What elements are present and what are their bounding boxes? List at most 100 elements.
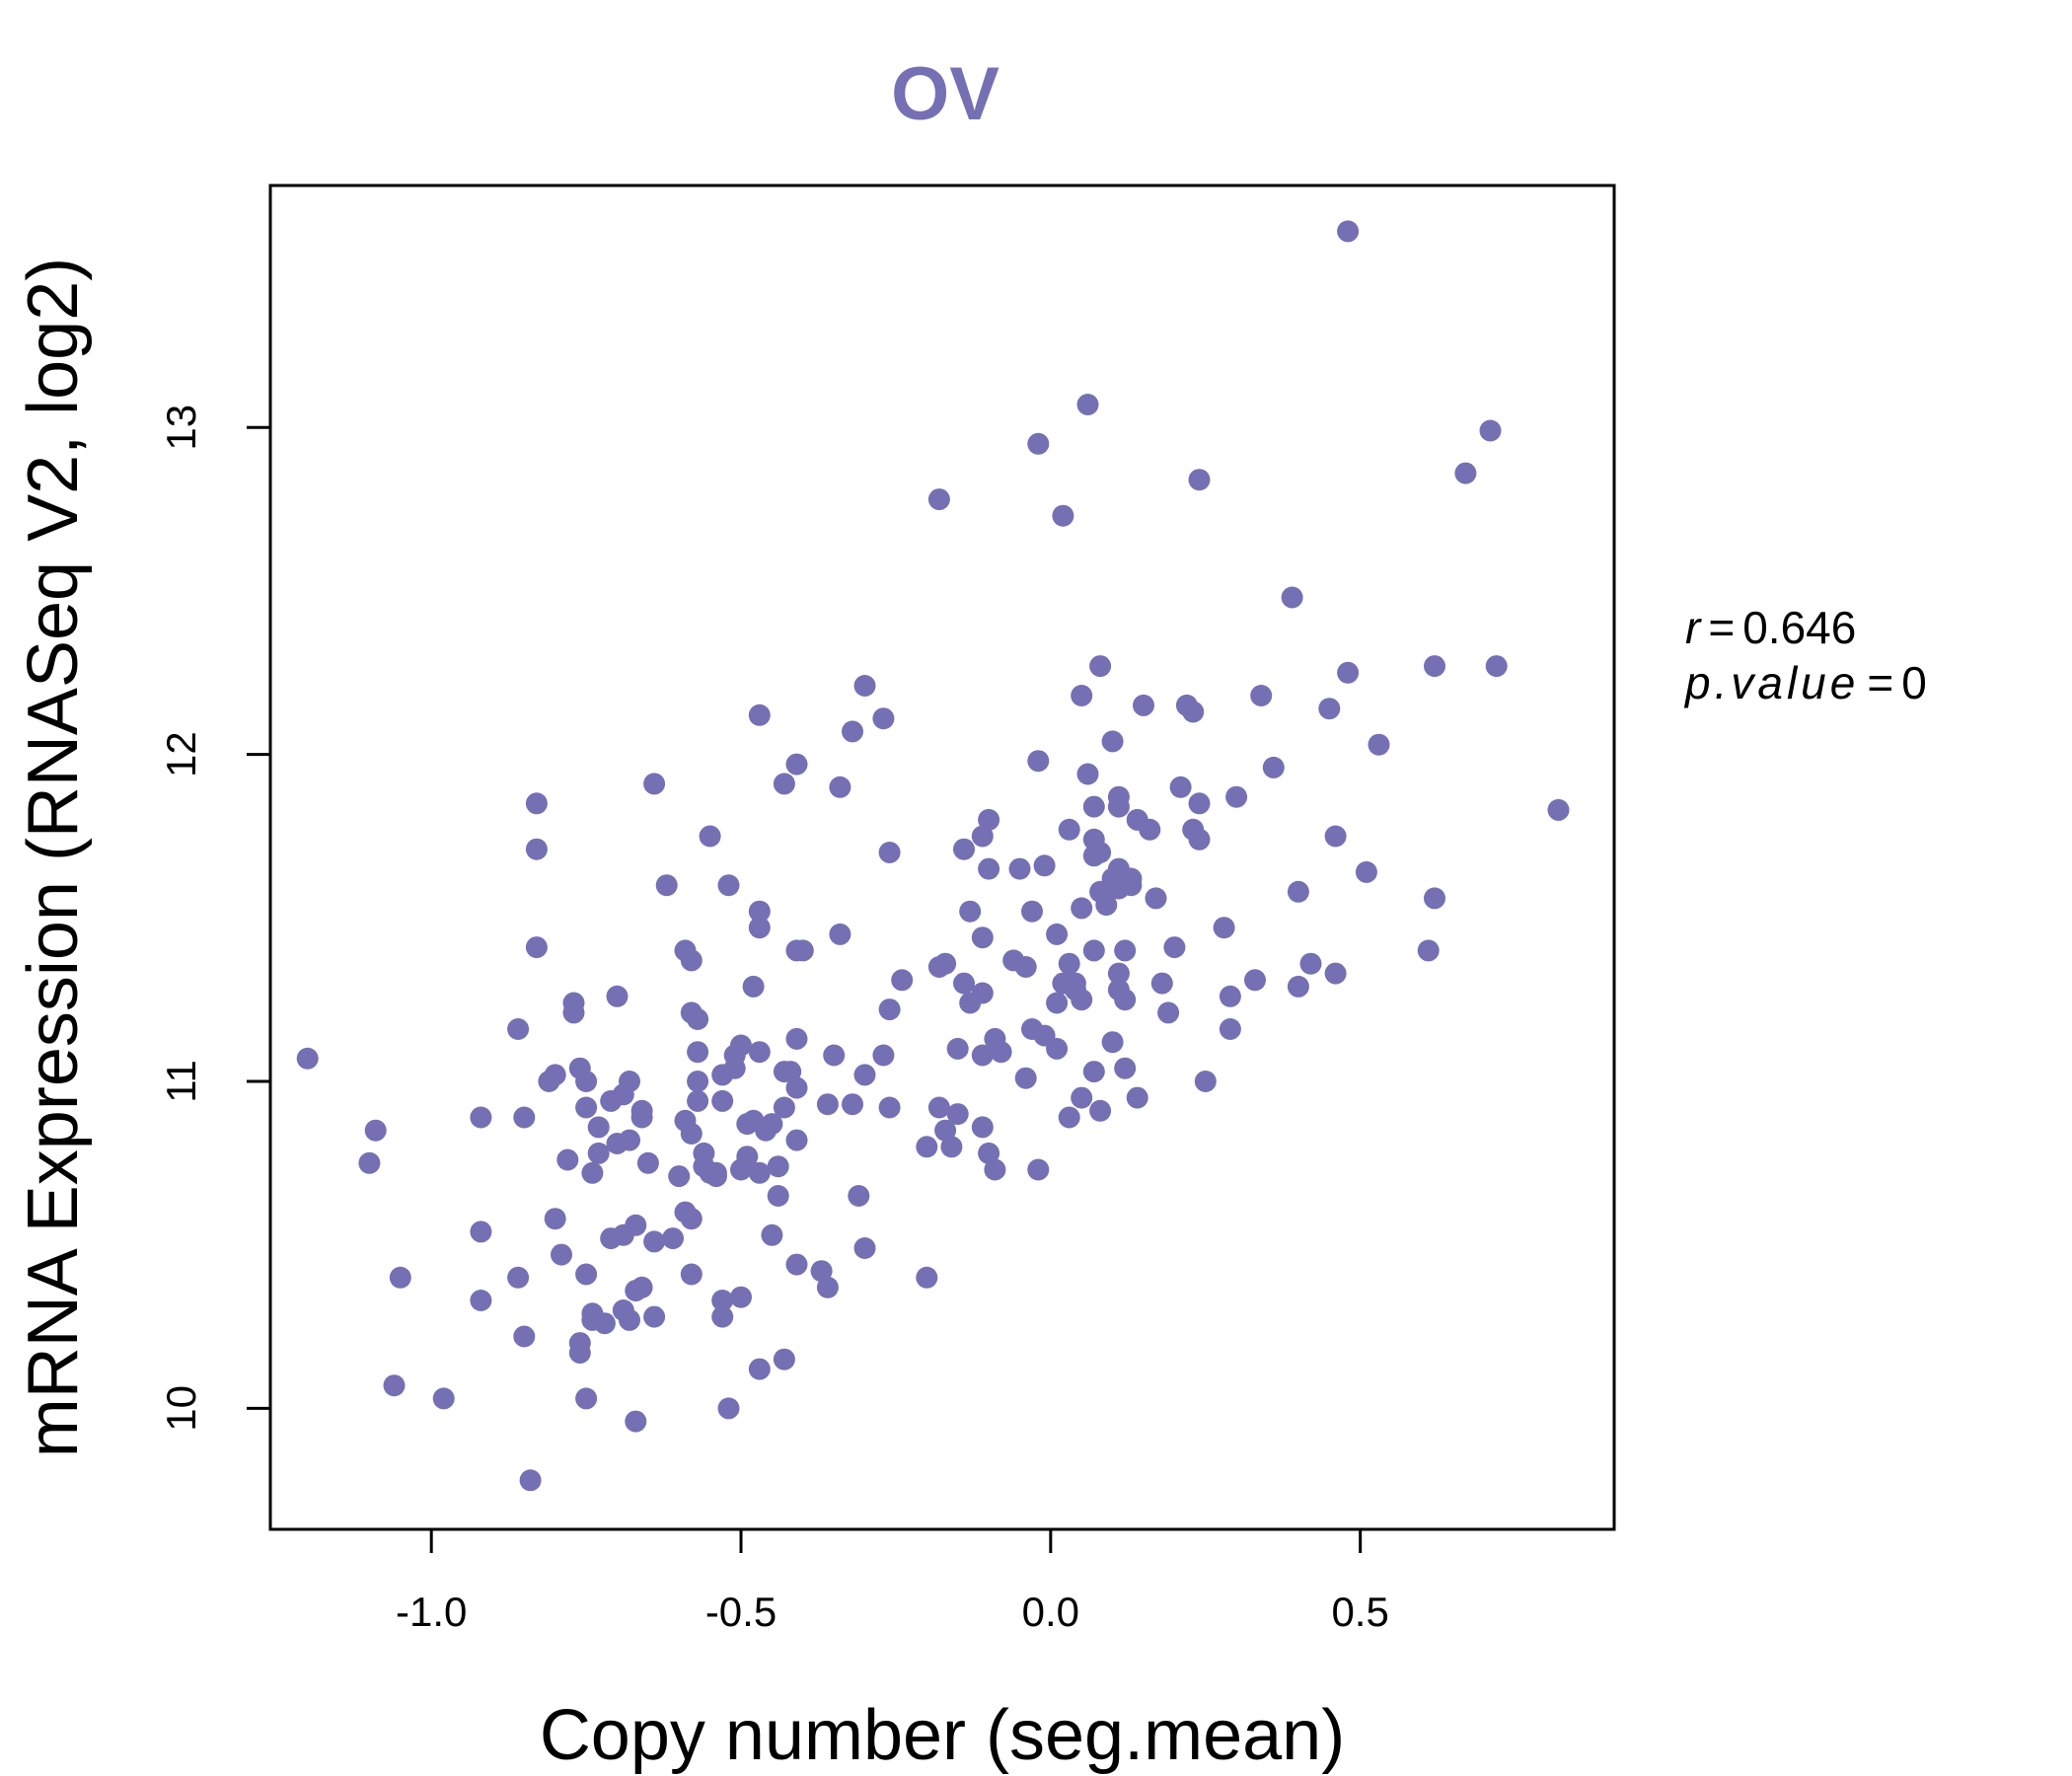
data-point: [1287, 975, 1309, 998]
data-point: [1250, 685, 1273, 706]
data-point: [1071, 1086, 1093, 1109]
data-point: [1299, 952, 1322, 975]
data-point: [1547, 798, 1570, 821]
data-point: [785, 1129, 808, 1151]
data-point: [680, 949, 703, 972]
data-point: [748, 1358, 771, 1380]
p-label: p.value: [1683, 657, 1859, 708]
data-point: [773, 1348, 795, 1370]
data-point: [519, 1469, 542, 1492]
data-point: [1454, 462, 1477, 484]
data-point: [668, 1165, 691, 1188]
data-point: [1219, 1018, 1241, 1040]
data-point: [730, 1034, 752, 1057]
data-point: [1089, 842, 1112, 863]
data-point: [1126, 1086, 1148, 1109]
data-points: [296, 220, 1570, 1492]
data-point: [1194, 1071, 1217, 1092]
data-point: [1145, 887, 1167, 910]
data-point: [575, 1071, 598, 1092]
data-point: [1188, 828, 1211, 851]
data-point: [848, 1185, 870, 1207]
data-point: [593, 1312, 616, 1335]
data-point: [736, 1146, 759, 1168]
data-point: [916, 1266, 938, 1289]
correlation-annotation: r = 0.646: [1685, 602, 1856, 653]
data-point: [1082, 795, 1105, 818]
data-point: [1262, 756, 1285, 778]
data-point: [1071, 897, 1093, 920]
plot-frame: [268, 184, 1616, 1531]
data-point: [1169, 776, 1192, 798]
x-axis-label: Copy number (seg.mean): [540, 1696, 1345, 1775]
data-point: [1046, 923, 1069, 945]
data-point: [1014, 1067, 1037, 1089]
data-point: [619, 1129, 640, 1151]
data-point: [662, 1227, 684, 1250]
data-point: [971, 1116, 994, 1139]
data-point: [1424, 887, 1445, 910]
data-point: [717, 874, 740, 897]
data-point: [978, 857, 1000, 880]
data-point: [1479, 419, 1502, 442]
data-point: [562, 1001, 585, 1024]
data-point: [1133, 694, 1154, 716]
data-point: [1368, 733, 1390, 756]
data-point: [730, 1286, 752, 1308]
data-point: [507, 1266, 530, 1289]
data-point: [761, 1223, 783, 1246]
data-point: [984, 1158, 1006, 1181]
r-label: r: [1685, 602, 1702, 653]
data-point: [711, 1290, 734, 1311]
data-point: [1101, 1031, 1124, 1054]
data-point: [568, 1342, 591, 1365]
data-point: [1120, 874, 1143, 897]
data-point: [773, 773, 795, 795]
data-point: [1114, 939, 1137, 962]
data-point: [1337, 220, 1360, 243]
data-point: [575, 1387, 598, 1410]
data-point: [296, 1047, 319, 1070]
data-point: [699, 825, 721, 848]
data-point: [1095, 894, 1118, 917]
data-point: [687, 1041, 709, 1064]
data-point: [1417, 939, 1440, 962]
data-point: [816, 1276, 839, 1298]
data-point: [1033, 854, 1056, 877]
data-point: [1058, 1106, 1080, 1129]
data-point: [767, 1185, 789, 1207]
data-point: [507, 1018, 530, 1040]
data-point: [1071, 989, 1093, 1011]
data-point: [829, 923, 851, 945]
data-point: [1485, 655, 1508, 678]
data-point: [687, 1071, 709, 1092]
chart-title: OV: [891, 52, 999, 136]
data-point: [1182, 701, 1205, 723]
data-point: [1324, 962, 1347, 985]
data-point: [891, 969, 914, 992]
data-point: [1076, 763, 1099, 785]
p-value-annotation: p.value = 0: [1683, 657, 1927, 708]
data-point: [680, 1208, 703, 1230]
data-point: [1027, 1158, 1050, 1181]
data-point: [1287, 880, 1309, 903]
data-point: [544, 1208, 566, 1230]
data-point: [525, 936, 548, 959]
data-point: [990, 1041, 1012, 1064]
data-point: [1058, 818, 1080, 841]
data-point: [1071, 685, 1093, 706]
data-point: [630, 1276, 653, 1298]
data-point: [748, 900, 771, 923]
data-point: [953, 838, 975, 860]
data-point: [606, 985, 629, 1007]
data-point: [916, 1136, 938, 1158]
data-point: [717, 1397, 740, 1420]
data-point: [1014, 956, 1037, 978]
data-point: [1337, 661, 1360, 684]
data-point: [742, 975, 765, 998]
data-point: [687, 1008, 709, 1030]
data-point: [1213, 917, 1235, 939]
data-point: [761, 1113, 783, 1136]
data-point: [872, 707, 895, 730]
